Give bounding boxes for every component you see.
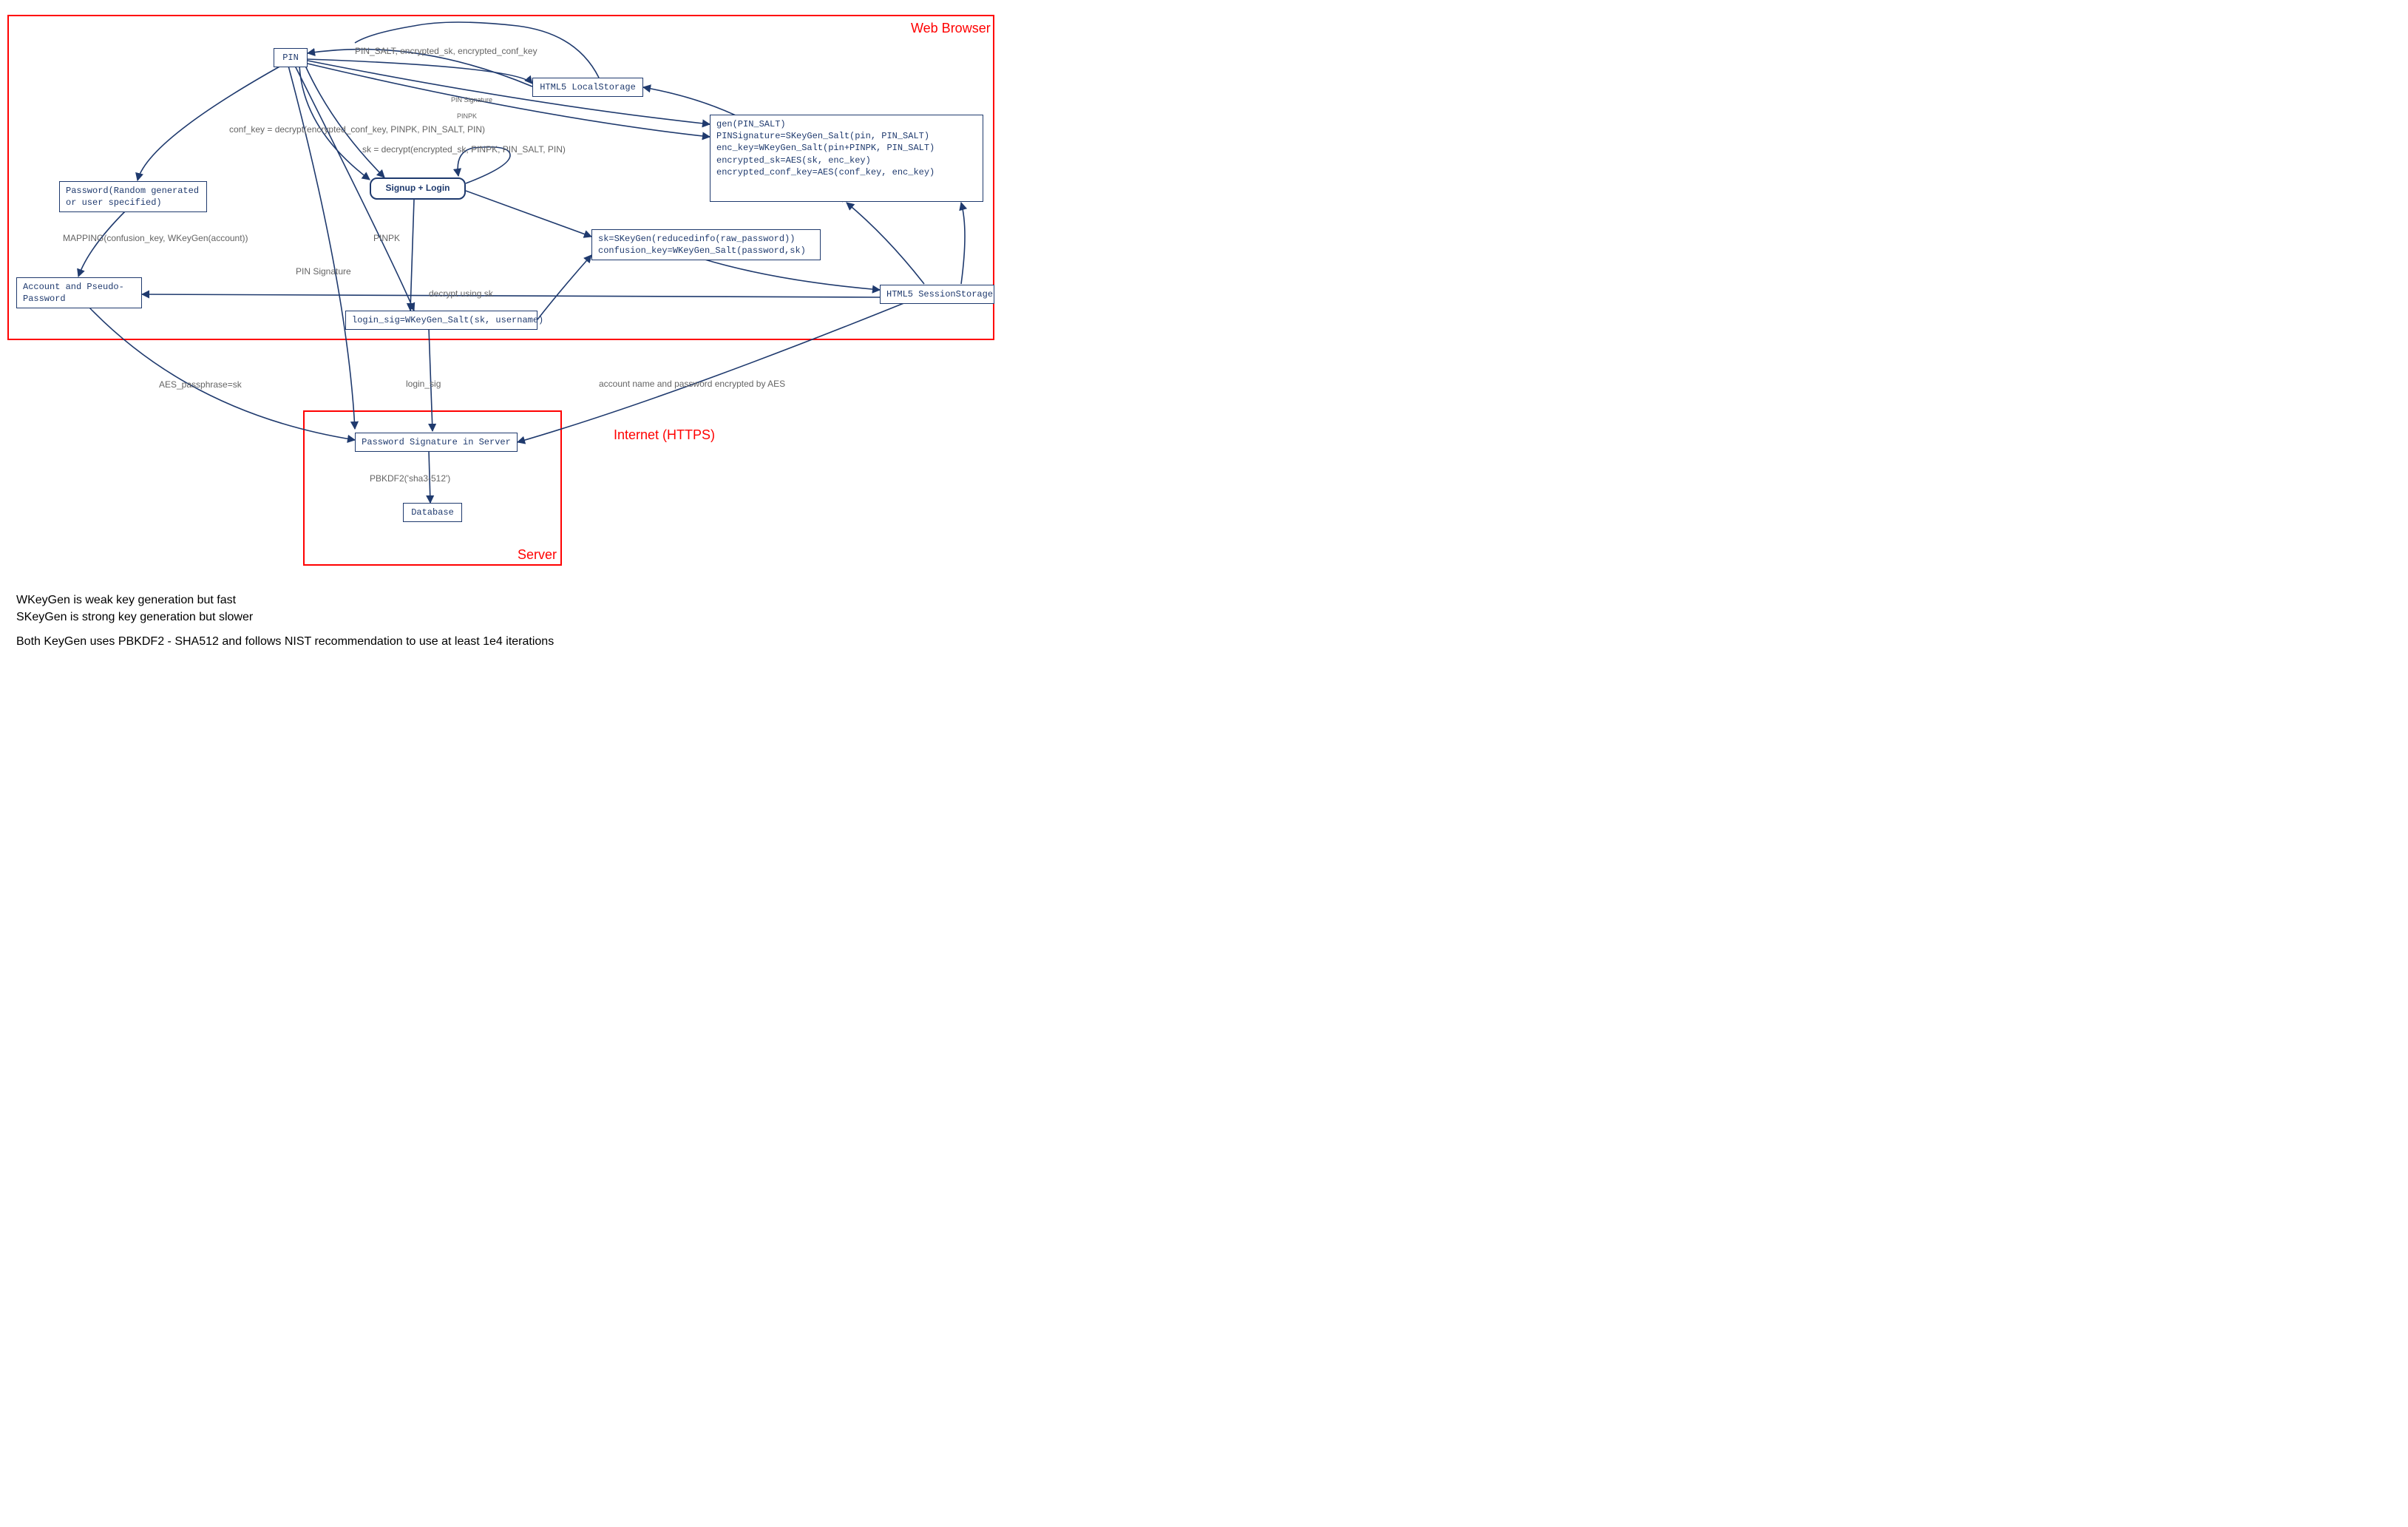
zone-label-browser: Web Browser (911, 21, 991, 36)
node-account-pseudo-password: Account and Pseudo- Password (16, 277, 142, 308)
diagram-canvas: Web Browser Server Internet (HTTPS) PIN … (0, 0, 1072, 680)
node-pin: PIN (274, 48, 308, 67)
edge-label-conf-key-decrypt: conf_key = decrypt(encrypted_conf_key, P… (229, 124, 485, 135)
node-sessionstorage: HTML5 SessionStorage (880, 285, 994, 304)
edge-label-pin-signature-mid: PIN Signature (296, 266, 351, 277)
edge-label-pin-salt: PIN_SALT, encrypted_sk, encrypted_conf_k… (355, 46, 537, 56)
edge-label-decrypt-sk: decrypt using sk (429, 288, 493, 299)
edge-label-pin-signature-top: PIN Signature (451, 96, 492, 104)
node-database: Database (403, 503, 462, 522)
edge-label-pinpk-top: PINPK (457, 112, 477, 120)
edge-label-login-sig: login_sig (406, 379, 441, 389)
node-password-signature-server: Password Signature in Server (355, 433, 518, 452)
edge-label-pinpk-mid: PINPK (373, 233, 400, 243)
edge-label-aes-encrypted: account name and password encrypted by A… (599, 379, 785, 389)
node-localstorage: HTML5 LocalStorage (532, 78, 643, 97)
edge-label-mapping: MAPPING(confusion_key, WKeyGen(account)) (63, 233, 248, 243)
zone-label-server: Server (518, 547, 557, 563)
note-keygen-defs: WKeyGen is weak key generation but fast … (16, 592, 253, 626)
node-sk-box: sk=SKeyGen(reducedinfo(raw_password)) co… (591, 229, 821, 260)
zone-label-internet: Internet (HTTPS) (614, 427, 715, 443)
node-password-box: Password(Random generated or user specif… (59, 181, 207, 212)
node-login-sig: login_sig=WKeyGen_Salt(sk, username) (345, 311, 537, 330)
node-signup-login: Signup + Login (370, 177, 466, 200)
edge-label-pbkdf2: PBKDF2('sha3-512') (370, 473, 450, 484)
edge-label-sk-decrypt: sk = decrypt(encrypted_sk, PINPK, PIN_SA… (362, 144, 566, 155)
node-gen-box: gen(PIN_SALT) PINSignature=SKeyGen_Salt(… (710, 115, 983, 202)
edge-label-aes-passphrase: AES_passphrase=sk (159, 379, 242, 390)
note-keygen-pbkdf2: Both KeyGen uses PBKDF2 - SHA512 and fol… (16, 633, 554, 650)
